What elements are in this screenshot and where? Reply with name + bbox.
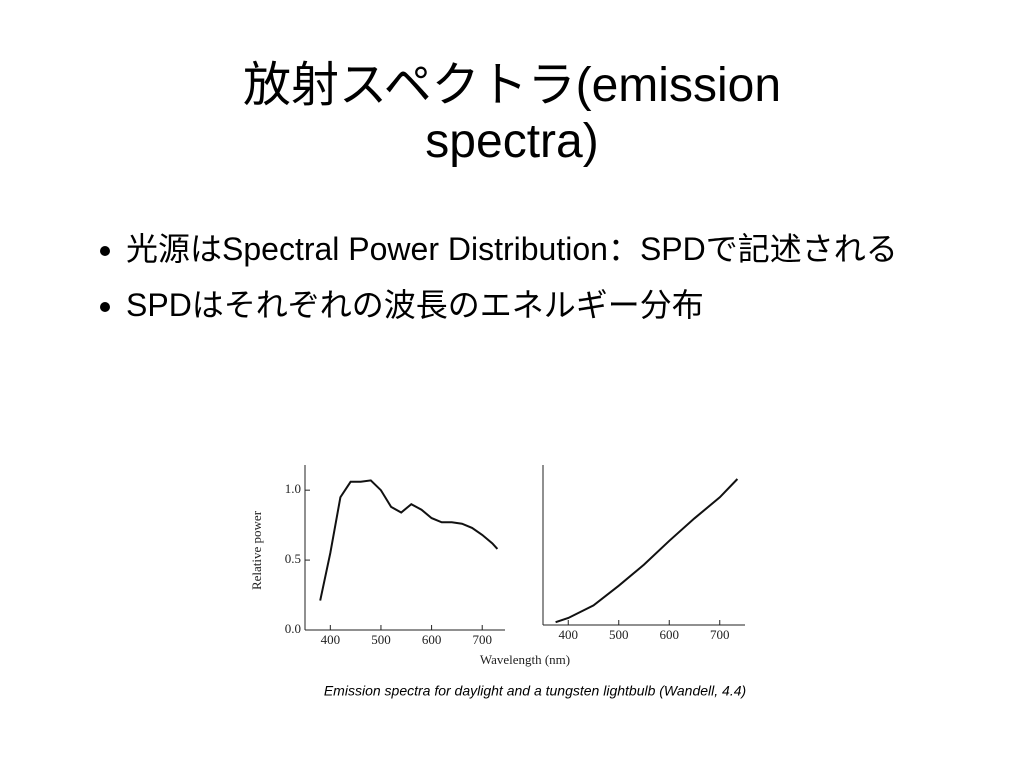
- bullet-list: 光源はSpectral Power Distribution：SPDで記述される…: [84, 228, 1006, 340]
- x-tick-label: 700: [472, 632, 492, 647]
- y-axis-label: Relative power: [249, 510, 264, 590]
- x-axis-label: Wavelength (nm): [480, 652, 570, 667]
- x-tick-label: 600: [422, 632, 442, 647]
- x-tick-label: 500: [371, 632, 391, 647]
- x-tick-label: 700: [710, 627, 730, 642]
- y-tick-label: 1.0: [285, 481, 301, 496]
- bullet: 光源はSpectral Power Distribution：SPDで記述される: [126, 228, 1006, 270]
- spectrum-line: [319, 479, 499, 601]
- caption: Emission spectra for daylight and a tung…: [324, 683, 746, 699]
- y-tick-label: 0.5: [285, 551, 301, 566]
- x-tick-label: 400: [559, 627, 579, 642]
- x-tick-label: 400: [321, 632, 341, 647]
- slide-title: 放射スペクトラ(emission spectra): [242, 59, 782, 168]
- x-tick-label: 500: [609, 627, 629, 642]
- bullet: SPDはそれぞれの波長のエネルギー分布: [126, 284, 1006, 326]
- y-tick-label: 0.0: [285, 621, 301, 636]
- x-tick-label: 600: [660, 627, 680, 642]
- spectrum-line: [555, 478, 739, 624]
